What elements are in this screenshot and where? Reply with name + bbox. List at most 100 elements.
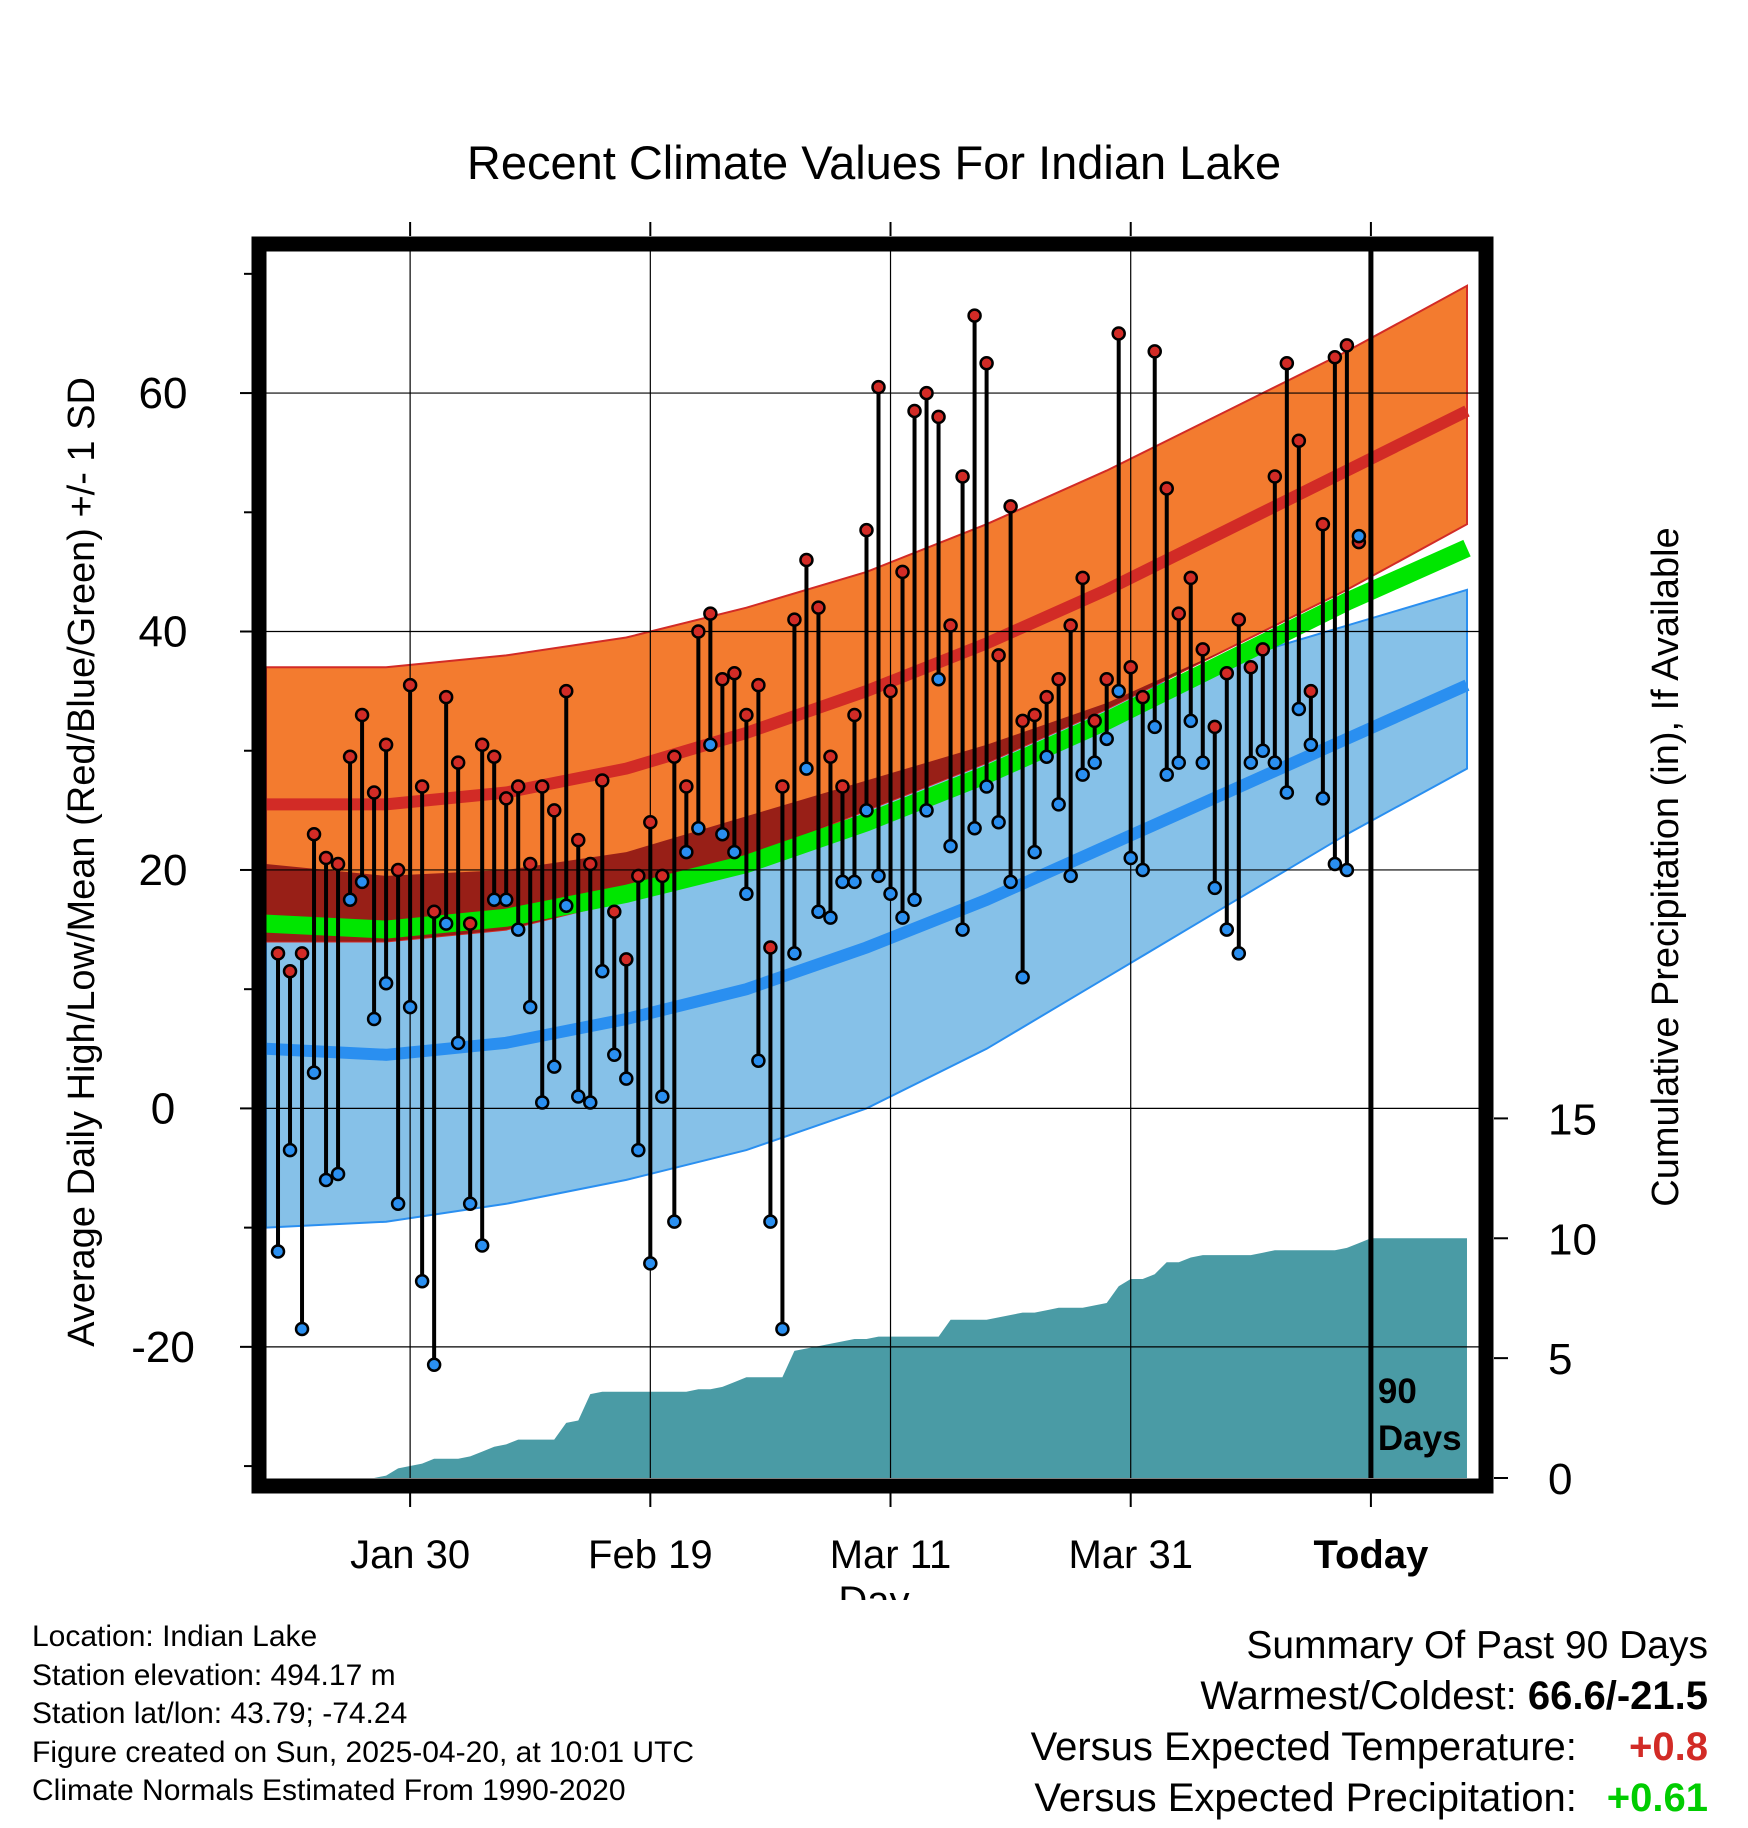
- location-text: Location: Indian Lake: [32, 1620, 318, 1653]
- daily-high-point: [703, 606, 718, 621]
- daily-low-point: [583, 1095, 598, 1110]
- daily-high-point: [1135, 689, 1150, 705]
- daily-low-point: [955, 922, 970, 937]
- daily-high-point: [1291, 433, 1307, 449]
- daily-low-point: [1195, 755, 1211, 770]
- daily-low-point: [1027, 844, 1042, 860]
- daily-high-point: [522, 856, 538, 872]
- daily-high-point: [1111, 326, 1126, 341]
- precip-area: [266, 1238, 1467, 1478]
- daily-low-point: [438, 916, 454, 931]
- daily-high-point: [643, 815, 658, 830]
- daily-low-point: [847, 874, 862, 890]
- daily-high-point: [895, 564, 910, 580]
- daily-high-point: [1327, 350, 1343, 365]
- daily-high-point: [667, 749, 682, 764]
- daily-low-point: [1243, 755, 1259, 770]
- daily-high-point: [1015, 713, 1030, 729]
- daily-low-point: [534, 1095, 550, 1110]
- daily-high-point: [294, 946, 310, 961]
- temp-anomaly-row: Versus Expected Temperature: +0.8: [1031, 1722, 1708, 1773]
- daily-low-point: [1063, 868, 1078, 884]
- daily-high-point: [727, 665, 742, 681]
- daily-low-point: [1111, 683, 1126, 699]
- daily-low-point: [1339, 862, 1355, 878]
- daily-low-point: [907, 892, 922, 908]
- x-tick-label: Mar 31: [1068, 1533, 1193, 1577]
- daily-low-point: [510, 922, 526, 937]
- daily-high-point: [931, 409, 946, 425]
- daily-low-point: [775, 1321, 790, 1337]
- daily-high-point: [595, 773, 610, 788]
- daily-low-point: [402, 999, 418, 1015]
- x-tick-label: Feb 19: [588, 1533, 713, 1577]
- daily-low-point: [691, 820, 706, 836]
- created-text: Figure created on Sun, 2025-04-20, at 10…: [32, 1735, 695, 1769]
- daily-high-point: [1003, 499, 1018, 514]
- daily-low-point: [462, 1196, 478, 1212]
- daily-low-point: [835, 874, 850, 890]
- daily-low-point: [450, 1035, 466, 1051]
- daily-low-point: [1051, 797, 1066, 812]
- daily-high-point: [498, 791, 514, 806]
- daily-low-point: [1123, 850, 1138, 866]
- daily-low-point: [486, 892, 502, 908]
- daily-low-point: [631, 1142, 646, 1158]
- daily-high-point: [1087, 713, 1102, 729]
- daily-low-point: [1327, 856, 1343, 872]
- elevation-text: Station elevation: 494.17 m: [32, 1658, 396, 1692]
- daily-low-point: [823, 910, 838, 925]
- daily-low-point: [1003, 874, 1018, 890]
- daily-high-point: [979, 356, 994, 371]
- daily-high-point: [282, 964, 298, 979]
- daily-high-point: [1315, 516, 1331, 532]
- daily-high-point: [534, 779, 550, 794]
- daily-low-point: [366, 1011, 382, 1027]
- daily-low-point: [787, 946, 802, 961]
- daily-low-point: [1351, 528, 1367, 544]
- daily-low-point: [414, 1274, 430, 1289]
- daily-low-point: [1291, 701, 1307, 717]
- daily-low-point: [1255, 743, 1271, 758]
- daily-low-point: [474, 1238, 490, 1253]
- daily-low-point: [1147, 719, 1162, 735]
- daily-low-point: [1039, 749, 1054, 764]
- x-tick-label: Mar 11: [830, 1533, 952, 1577]
- daily-low-point: [1231, 946, 1247, 961]
- daily-low-point: [1183, 713, 1199, 729]
- daily-high-point: [1255, 642, 1271, 657]
- daily-low-point: [1015, 970, 1030, 985]
- daily-high-point: [691, 624, 706, 639]
- daily-high-point: [1027, 707, 1042, 723]
- daily-high-point: [955, 469, 970, 484]
- daily-low-point: [282, 1142, 298, 1158]
- daily-high-point: [835, 779, 850, 794]
- daily-low-point: [1303, 737, 1319, 753]
- daily-high-point: [715, 671, 730, 687]
- daily-low-point: [991, 815, 1006, 830]
- daily-high-point: [1183, 570, 1199, 586]
- daily-high-point: [330, 856, 346, 872]
- warm-cold-row: Warmest/Coldest: 66.6/-21.5: [1031, 1671, 1708, 1722]
- daily-high-point: [619, 952, 634, 967]
- daily-high-point: [823, 749, 838, 764]
- daily-low-point: [498, 892, 514, 908]
- daily-low-point: [751, 1053, 766, 1068]
- daily-low-point: [919, 803, 934, 818]
- daily-low-point: [739, 886, 754, 902]
- daily-high-point: [426, 904, 442, 919]
- daily-low-point: [1219, 922, 1235, 937]
- daily-low-point: [619, 1071, 634, 1086]
- daily-high-point: [378, 737, 394, 753]
- daily-high-point: [943, 618, 958, 633]
- temp-anomaly-value: +0.8: [1629, 1725, 1708, 1769]
- daily-high-point: [763, 940, 778, 955]
- daily-high-point: [631, 868, 646, 884]
- x-axis-label: Day: [838, 1579, 909, 1600]
- warm-cold-value: 66.6/-21.5: [1527, 1674, 1708, 1718]
- y-tick-label-right: 10: [1548, 1215, 1597, 1264]
- daily-high-point: [318, 850, 334, 866]
- daily-high-point: [739, 707, 754, 723]
- y-tick-label-left: 40: [139, 608, 188, 657]
- daily-high-point: [571, 832, 586, 848]
